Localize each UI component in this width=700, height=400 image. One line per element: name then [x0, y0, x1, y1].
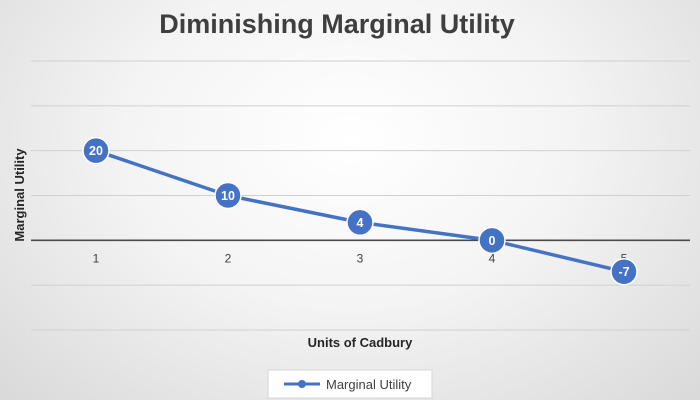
data-point	[478, 226, 506, 255]
data-label: 4	[357, 216, 364, 230]
series-marginal-utility: 20 10 4 0 -7	[82, 136, 638, 286]
data-point	[346, 208, 374, 237]
data-point	[610, 257, 638, 286]
data-label: -7	[618, 265, 629, 279]
data-point	[82, 136, 110, 165]
x-tick-label: 1	[93, 251, 100, 265]
y-axis-title: Marginal Utility	[12, 148, 27, 242]
data-label: 20	[89, 144, 103, 158]
data-label: 0	[489, 234, 496, 248]
x-tick-label: 4	[489, 251, 496, 265]
x-tick-label: 2	[225, 251, 232, 265]
legend: Marginal Utility	[267, 369, 433, 399]
legend-series-label: Marginal Utility	[326, 377, 412, 392]
x-tick-label: 3	[357, 251, 364, 265]
data-point	[214, 181, 242, 210]
gridlines	[31, 60, 690, 331]
x-axis-title: Units of Cadbury	[308, 335, 413, 350]
legend-series-marker	[298, 380, 306, 388]
chart-title: Diminishing Marginal Utility	[159, 9, 515, 39]
data-label: 10	[221, 189, 235, 203]
